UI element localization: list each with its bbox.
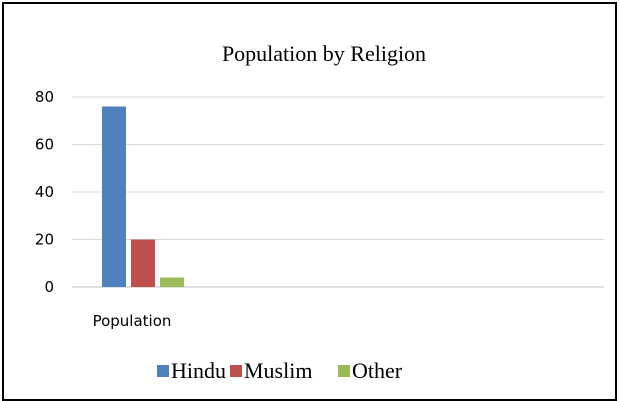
legend: Hindu Muslim Other bbox=[157, 358, 403, 383]
legend-swatch-hindu bbox=[157, 365, 169, 377]
x-axis-categories: Population bbox=[93, 312, 172, 330]
bar-muslim bbox=[131, 239, 155, 287]
y-tick-label: 40 bbox=[35, 183, 54, 201]
bar-chart: Population by Religion 0 20 40 60 80 Populat… bbox=[35, 41, 604, 383]
y-tick-label: 80 bbox=[35, 88, 54, 106]
legend-swatch-other bbox=[338, 365, 350, 377]
chart-title: Population by Religion bbox=[222, 41, 426, 66]
gridlines bbox=[72, 96, 604, 288]
x-category-label: Population bbox=[93, 312, 172, 330]
y-tick-label: 20 bbox=[35, 231, 54, 249]
bars bbox=[102, 106, 184, 287]
legend-swatch-muslim bbox=[230, 365, 242, 377]
y-tick-label: 60 bbox=[35, 136, 54, 154]
legend-label-muslim: Muslim bbox=[244, 358, 312, 383]
legend-label-hindu: Hindu bbox=[171, 358, 226, 383]
y-tick-label: 0 bbox=[44, 278, 54, 296]
legend-label-other: Other bbox=[352, 358, 403, 383]
bar-other bbox=[160, 277, 184, 287]
bar-hindu bbox=[102, 106, 126, 287]
y-axis-ticks: 0 20 40 60 80 bbox=[35, 88, 54, 296]
